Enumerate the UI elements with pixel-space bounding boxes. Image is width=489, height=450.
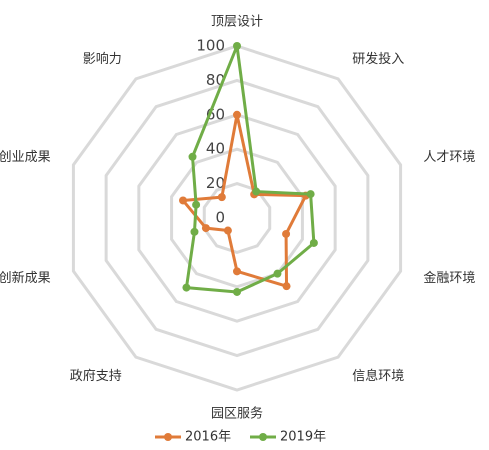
data-point	[233, 287, 241, 296]
series-line	[181, 113, 308, 288]
axis-label: 研发投入	[352, 51, 404, 67]
axis-label: 创新成果	[0, 270, 51, 286]
grid-ring	[202, 182, 272, 254]
tick-label: 0	[215, 209, 225, 227]
axis-label: 顶层设计	[211, 15, 263, 30]
data-point	[282, 282, 291, 291]
grid-ring	[71, 44, 403, 392]
data-point	[252, 187, 261, 196]
legend-marker	[164, 433, 172, 441]
data-point	[201, 224, 210, 233]
data-point	[273, 269, 282, 278]
grid-ring	[137, 113, 337, 323]
axis-label: 金融环境	[423, 270, 475, 286]
grid-ring	[170, 147, 304, 289]
data-point	[182, 283, 191, 292]
grid-ring	[104, 78, 370, 358]
axis-label: 政府支持	[70, 369, 122, 384]
data-point	[306, 190, 315, 199]
axis-label: 信息环境	[352, 368, 404, 384]
legend-marker	[259, 433, 267, 441]
data-point	[192, 200, 201, 209]
tick-label: 20	[206, 174, 225, 192]
legend-item: 2016年	[155, 430, 231, 445]
legend-item: 2019年	[250, 430, 326, 445]
data-point	[188, 152, 197, 161]
axis-label: 人才环境	[423, 150, 475, 165]
data-point	[233, 267, 241, 276]
data-point	[190, 227, 199, 236]
axis-label: 创业成果	[0, 150, 51, 165]
data-point	[309, 238, 318, 247]
data-point	[233, 42, 241, 50]
legend-label: 2019年	[280, 430, 326, 445]
axis-label: 影响力	[83, 51, 122, 67]
data-point	[233, 110, 241, 119]
tick-label: 100	[196, 37, 225, 55]
data-point	[179, 196, 188, 205]
axis-label: 园区服务	[211, 406, 263, 422]
tick-label: 40	[206, 140, 225, 158]
legend-label: 2016年	[185, 430, 231, 445]
data-point	[223, 226, 232, 235]
data-point	[282, 229, 291, 238]
data-point	[217, 193, 226, 202]
